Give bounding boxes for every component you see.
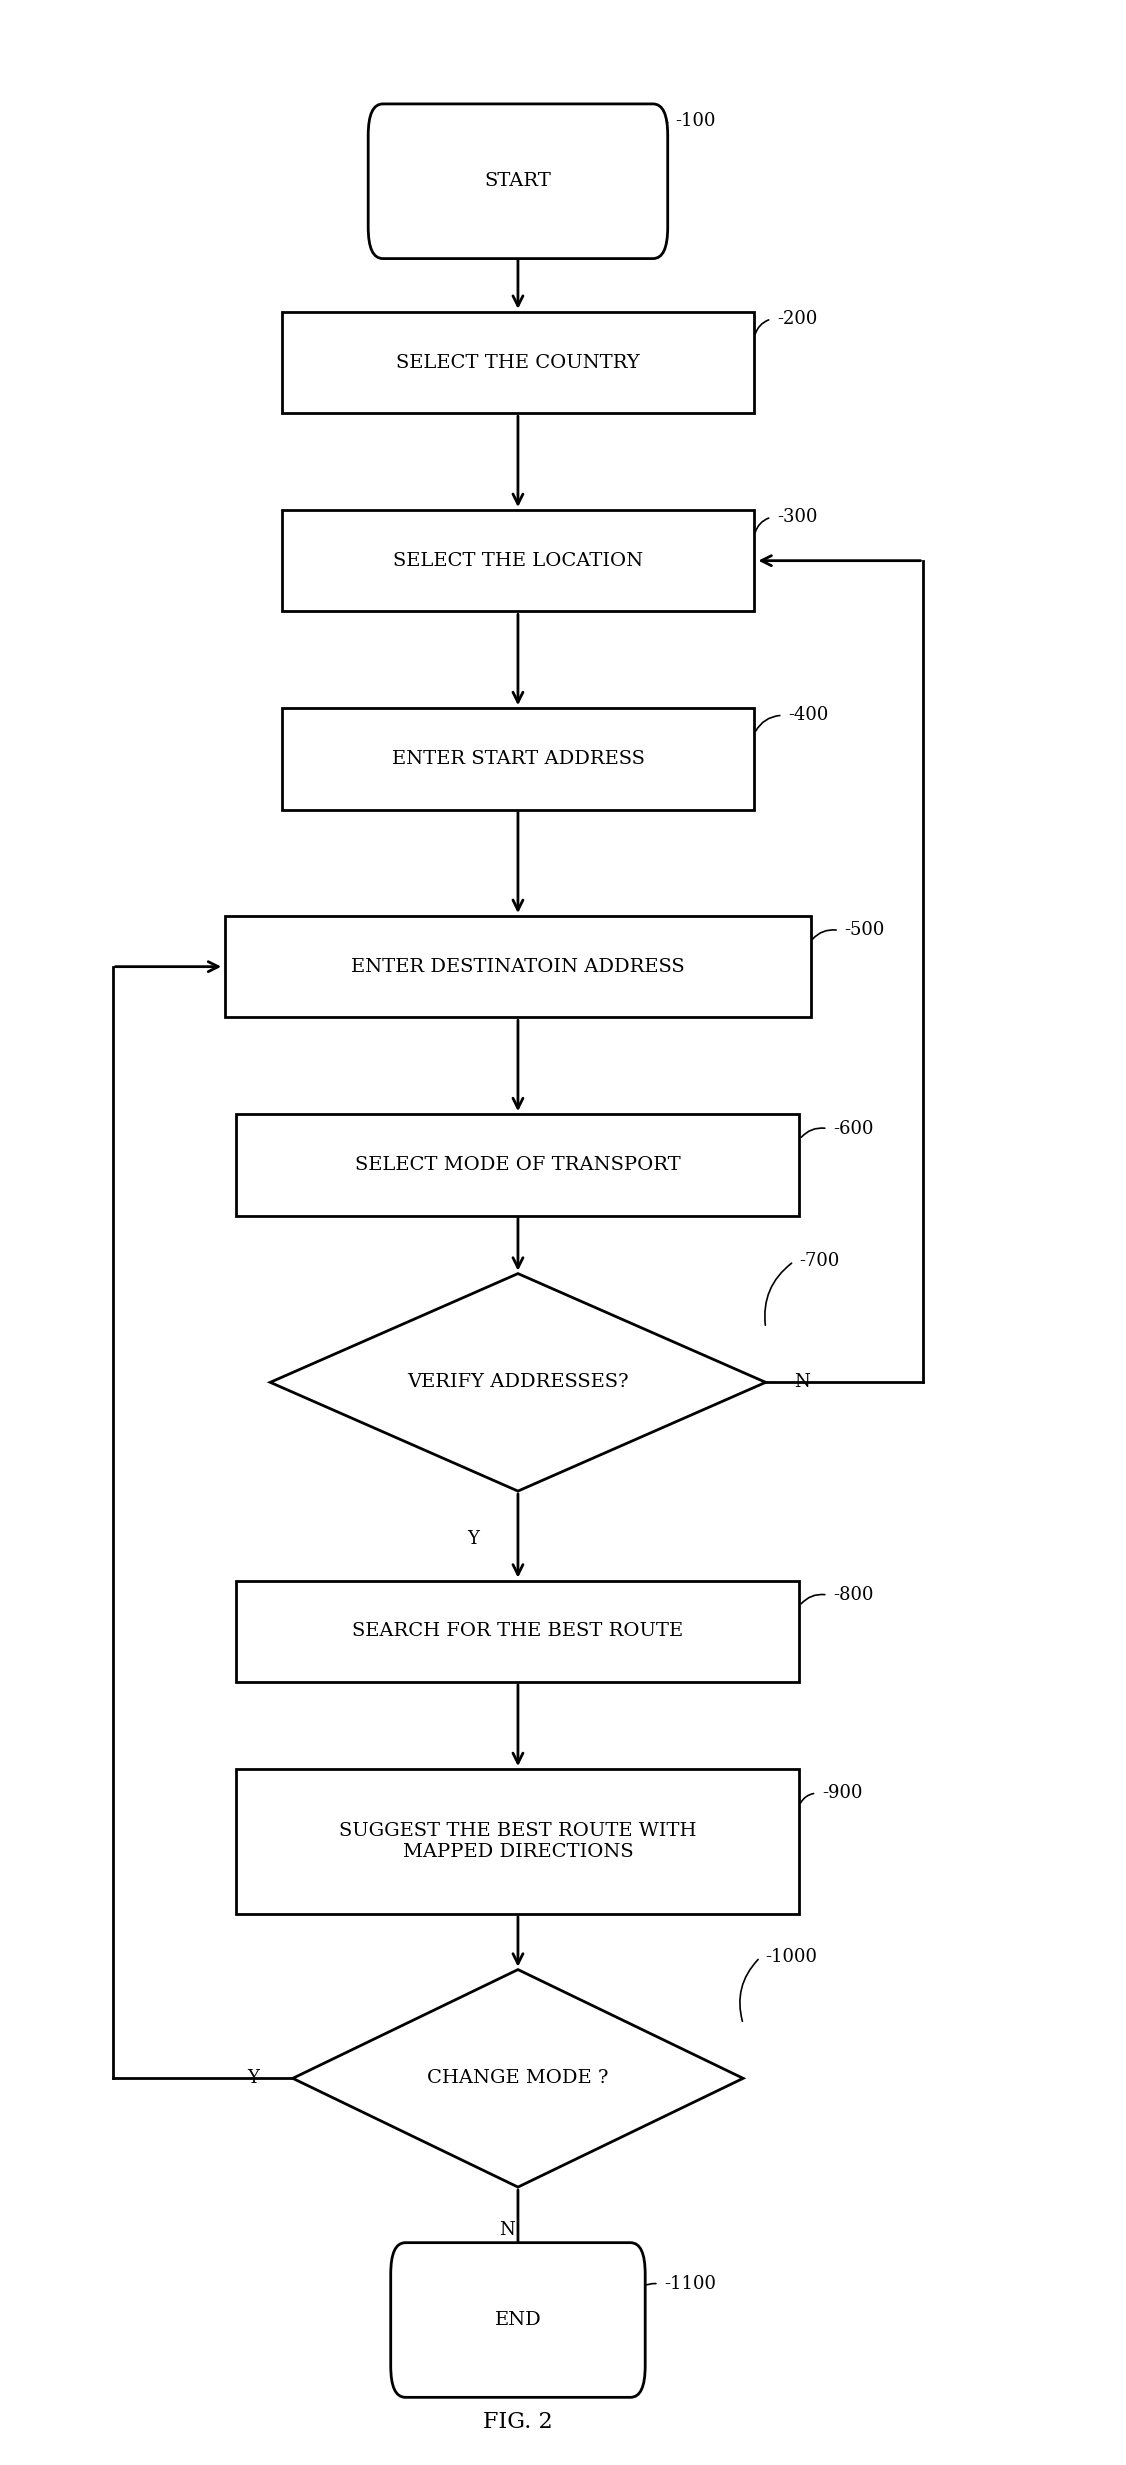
Text: FIG. 2: FIG. 2 bbox=[483, 2411, 553, 2433]
Bar bbox=[236, 1114, 799, 1215]
Text: CHANGE MODE ?: CHANGE MODE ? bbox=[427, 2068, 609, 2088]
Text: SEARCH FOR THE BEST ROUTE: SEARCH FOR THE BEST ROUTE bbox=[352, 1622, 683, 1639]
Text: -1000: -1000 bbox=[766, 1947, 817, 1967]
Text: -200: -200 bbox=[777, 311, 817, 328]
Text: -1100: -1100 bbox=[664, 2275, 716, 2292]
Polygon shape bbox=[293, 1970, 743, 2186]
Bar bbox=[282, 510, 754, 611]
Text: -500: -500 bbox=[844, 922, 885, 939]
Bar bbox=[236, 1770, 799, 1913]
Text: N: N bbox=[794, 1373, 810, 1390]
Text: SELECT THE COUNTRY: SELECT THE COUNTRY bbox=[396, 352, 640, 372]
Text: -400: -400 bbox=[788, 707, 829, 725]
Text: -600: -600 bbox=[833, 1119, 874, 1136]
Text: Y: Y bbox=[247, 2068, 259, 2088]
Text: SUGGEST THE BEST ROUTE WITH
MAPPED DIRECTIONS: SUGGEST THE BEST ROUTE WITH MAPPED DIREC… bbox=[339, 1822, 697, 1861]
Text: ENTER START ADDRESS: ENTER START ADDRESS bbox=[392, 749, 644, 767]
Bar bbox=[282, 311, 754, 414]
Text: START: START bbox=[484, 173, 552, 190]
Bar bbox=[236, 1580, 799, 1681]
Text: -700: -700 bbox=[799, 1252, 840, 1269]
Text: -100: -100 bbox=[676, 111, 716, 131]
FancyBboxPatch shape bbox=[368, 104, 668, 259]
FancyBboxPatch shape bbox=[391, 2243, 645, 2398]
Bar bbox=[282, 707, 754, 809]
Text: ENTER DESTINATOIN ADDRESS: ENTER DESTINATOIN ADDRESS bbox=[351, 959, 685, 976]
Text: N: N bbox=[499, 2221, 515, 2238]
Text: -800: -800 bbox=[833, 1585, 874, 1605]
Text: Y: Y bbox=[467, 1531, 479, 1548]
Bar bbox=[225, 917, 811, 1018]
Text: -300: -300 bbox=[777, 508, 817, 525]
Text: SELECT MODE OF TRANSPORT: SELECT MODE OF TRANSPORT bbox=[355, 1156, 681, 1173]
Polygon shape bbox=[270, 1274, 766, 1491]
Text: VERIFY ADDRESSES?: VERIFY ADDRESSES? bbox=[408, 1373, 628, 1390]
Text: SELECT THE LOCATION: SELECT THE LOCATION bbox=[393, 552, 643, 569]
Text: END: END bbox=[494, 2312, 542, 2329]
Text: -900: -900 bbox=[822, 1785, 863, 1802]
